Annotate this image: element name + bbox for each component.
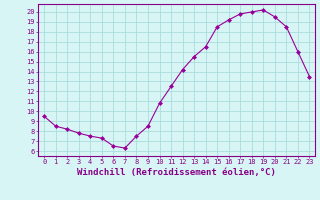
X-axis label: Windchill (Refroidissement éolien,°C): Windchill (Refroidissement éolien,°C) (77, 168, 276, 177)
